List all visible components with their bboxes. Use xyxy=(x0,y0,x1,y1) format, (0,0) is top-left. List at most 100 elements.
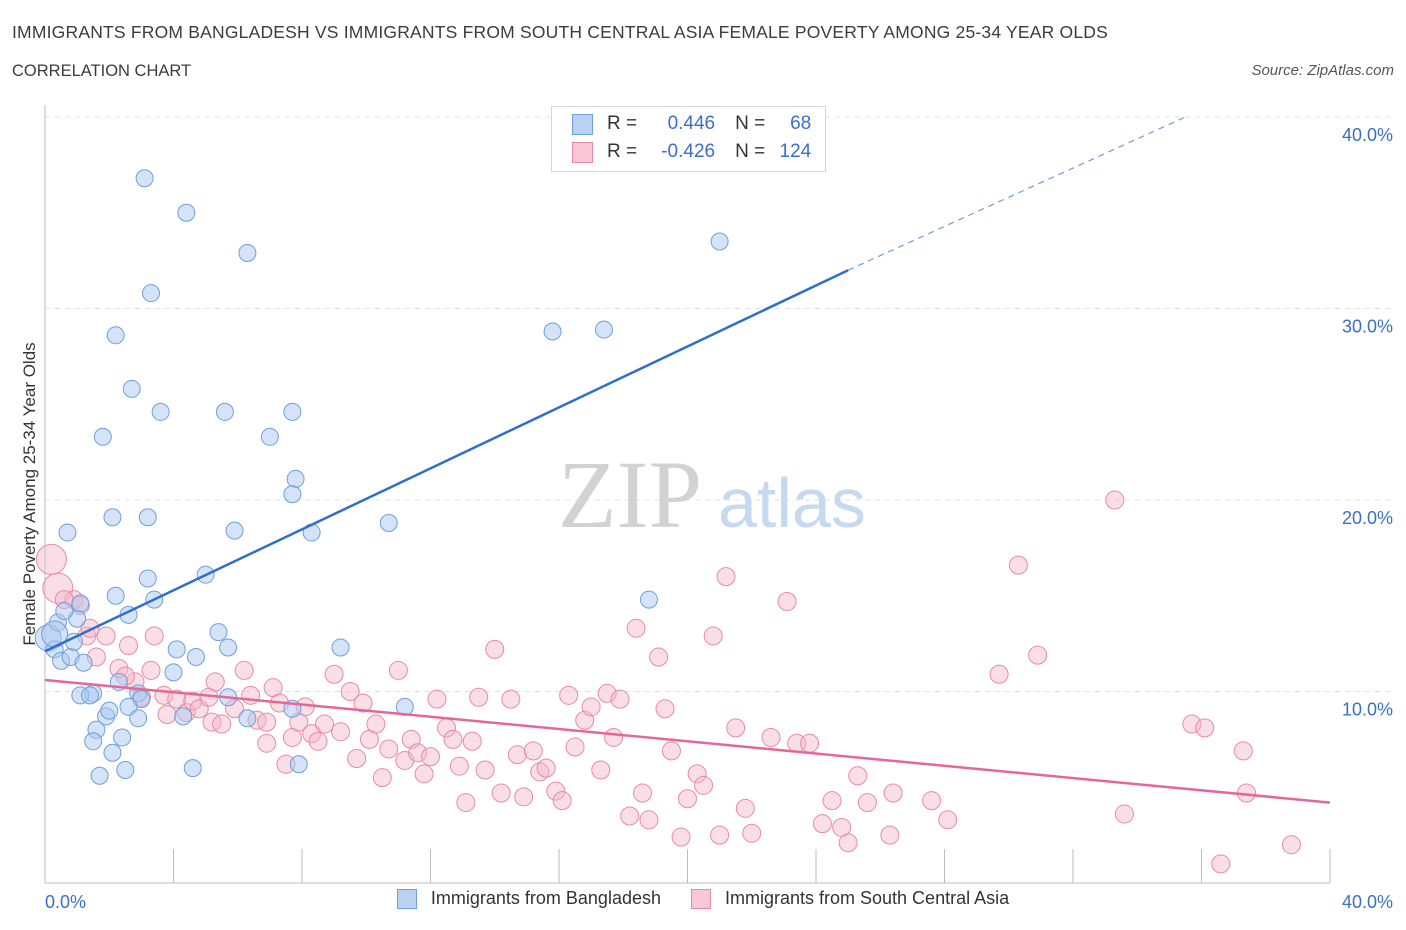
data-point-bangladesh xyxy=(639,590,658,609)
data-point-bangladesh xyxy=(116,761,135,780)
legend-r-value: -0.426 xyxy=(661,141,716,162)
data-point-bangladesh xyxy=(283,485,302,504)
data-point-bangladesh xyxy=(379,513,398,532)
y-tick-label: 40.0% xyxy=(1342,125,1393,145)
data-point-south-central-asia xyxy=(421,747,440,767)
data-point-south-central-asia xyxy=(443,729,463,749)
data-point-south-central-asia xyxy=(119,636,139,656)
data-point-south-central-asia xyxy=(742,823,762,843)
data-point-south-central-asia xyxy=(202,712,222,732)
source-note: Source: ZipAtlas.com xyxy=(1251,62,1394,79)
data-point-south-central-asia xyxy=(604,727,624,747)
data-point-bangladesh xyxy=(135,169,154,188)
data-point-bangladesh xyxy=(122,379,141,398)
data-point-south-central-asia xyxy=(777,591,797,611)
data-point-south-central-asia xyxy=(96,626,116,646)
legend-label-south-central-asia: Immigrants from South Central Asia xyxy=(725,888,1010,908)
data-point-south-central-asia xyxy=(552,791,572,811)
data-point-bangladesh xyxy=(260,427,279,446)
data-point-south-central-asia xyxy=(989,664,1009,684)
data-point-south-central-asia xyxy=(597,683,617,703)
data-point-south-central-asia xyxy=(308,731,328,751)
data-point-south-central-asia xyxy=(822,791,842,811)
data-point-south-central-asia xyxy=(1028,645,1048,665)
data-point-south-central-asia xyxy=(661,741,681,761)
data-point-south-central-asia xyxy=(469,687,489,707)
data-point-south-central-asia xyxy=(485,639,505,659)
y-axis-label: Female Poverty Among 25-34 Year Olds xyxy=(20,342,39,645)
data-point-bangladesh xyxy=(119,697,138,716)
data-point-south-central-asia xyxy=(710,825,730,845)
data-point-south-central-asia xyxy=(507,745,527,765)
data-point-south-central-asia xyxy=(157,704,177,724)
data-point-south-central-asia xyxy=(456,793,476,813)
watermark-atlas: atlas xyxy=(718,464,866,542)
y-tick-label: 10.0% xyxy=(1342,700,1393,720)
data-point-bangladesh xyxy=(289,755,308,774)
legend-n-value: 124 xyxy=(779,141,812,162)
data-point-south-central-asia xyxy=(462,731,482,751)
correlation-legend: R = 0.446 N = 68 R = -0.426 N = 124 xyxy=(551,106,826,172)
legend-row-bangladesh: R = 0.446 N = 68 xyxy=(572,112,811,136)
data-point-south-central-asia xyxy=(167,689,187,709)
data-point-bangladesh xyxy=(113,728,132,747)
data-point-bangladesh xyxy=(238,243,257,262)
data-point-bangladesh xyxy=(103,743,122,762)
data-point-bangladesh xyxy=(215,402,234,421)
data-point-south-central-asia xyxy=(671,827,691,847)
data-point-bangladesh xyxy=(151,402,170,421)
data-point-south-central-asia xyxy=(331,722,351,742)
trend-line-bangladesh-extension xyxy=(847,116,1186,271)
data-point-bangladesh xyxy=(167,640,186,659)
data-point-bangladesh xyxy=(106,326,125,345)
chart-subtitle: CORRELATION CHART xyxy=(12,62,192,80)
data-point-bangladesh xyxy=(138,569,157,588)
data-point-bangladesh xyxy=(710,232,729,251)
data-point-south-central-asia xyxy=(761,727,781,747)
legend-n-label: N = xyxy=(735,113,766,134)
legend-r-value: 0.446 xyxy=(667,113,716,134)
legend-swatch-blue xyxy=(572,113,593,135)
data-point-south-central-asia xyxy=(536,758,556,778)
data-point-south-central-asia xyxy=(314,714,334,734)
legend-swatch-blue xyxy=(396,888,417,909)
data-point-bangladesh xyxy=(174,707,193,726)
data-point-bangladesh xyxy=(594,320,613,339)
data-point-south-central-asia xyxy=(581,697,601,717)
data-point-bangladesh xyxy=(100,701,119,720)
data-point-south-central-asia xyxy=(449,756,469,776)
data-point-south-central-asia xyxy=(302,724,322,744)
data-point-south-central-asia xyxy=(324,664,344,684)
data-point-bangladesh xyxy=(283,402,302,421)
data-point-south-central-asia xyxy=(800,733,820,753)
data-point-south-central-asia xyxy=(591,760,611,780)
data-point-bangladesh xyxy=(74,653,93,672)
data-point-bangladesh xyxy=(138,508,157,527)
data-point-south-central-asia xyxy=(353,693,373,713)
data-point-bangladesh xyxy=(219,638,238,657)
data-point-south-central-asia xyxy=(857,793,877,813)
data-point-bangladesh xyxy=(129,709,148,728)
data-point-south-central-asia xyxy=(546,781,566,801)
data-point-south-central-asia xyxy=(205,672,225,692)
data-point-south-central-asia xyxy=(1211,854,1231,874)
data-point-south-central-asia xyxy=(655,699,675,719)
data-point-south-central-asia xyxy=(514,787,534,807)
data-point-south-central-asia xyxy=(716,567,736,587)
data-point-south-central-asia xyxy=(183,691,203,711)
data-point-south-central-asia xyxy=(366,714,386,734)
data-point-south-central-asia xyxy=(922,791,942,811)
data-point-south-central-asia xyxy=(880,825,900,845)
data-point-bangladesh xyxy=(103,508,122,527)
data-point-south-central-asia xyxy=(379,739,399,759)
chart-title: IMMIGRANTS FROM BANGLADESH VS IMMIGRANTS… xyxy=(12,22,1109,42)
data-point-south-central-asia xyxy=(633,783,653,803)
data-point-south-central-asia xyxy=(678,789,697,809)
data-point-bangladesh xyxy=(93,427,112,446)
data-point-south-central-asia xyxy=(523,741,543,761)
data-point-bangladesh xyxy=(58,523,77,542)
y-tick-label: 20.0% xyxy=(1342,508,1393,528)
data-point-south-central-asia xyxy=(938,810,958,830)
data-point-south-central-asia xyxy=(1008,555,1028,575)
